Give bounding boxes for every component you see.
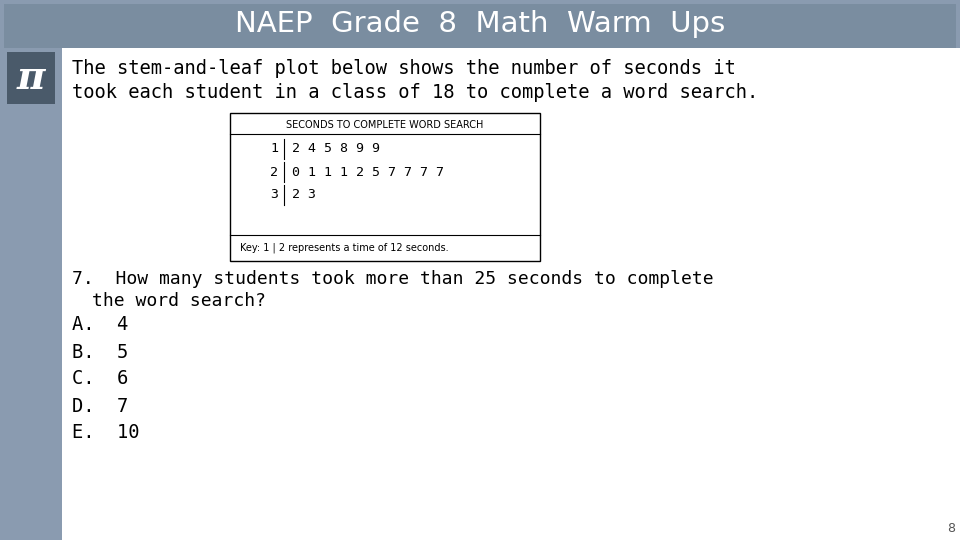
- Bar: [230, 113, 540, 261]
- Text: 2 4 5 8 9 9: 2 4 5 8 9 9: [292, 143, 380, 156]
- Text: 3: 3: [270, 188, 278, 201]
- Text: the word search?: the word search?: [92, 292, 266, 310]
- Text: 2 3: 2 3: [292, 188, 316, 201]
- Text: NAEP  Grade  8  Math  Warm  Ups: NAEP Grade 8 Math Warm Ups: [235, 10, 725, 38]
- Text: π: π: [16, 59, 45, 97]
- Text: 0 1 1 1 2 5 7 7 7 7: 0 1 1 1 2 5 7 7 7 7: [292, 165, 444, 179]
- Text: B.  5: B. 5: [72, 342, 129, 361]
- Text: 8: 8: [947, 522, 955, 535]
- Text: Key: 1 | 2 represents a time of 12 seconds.: Key: 1 | 2 represents a time of 12 secon…: [240, 243, 448, 253]
- Text: E.  10: E. 10: [72, 423, 139, 442]
- Text: A.  4: A. 4: [72, 315, 129, 334]
- Text: 7.  How many students took more than 25 seconds to complete: 7. How many students took more than 25 s…: [72, 270, 713, 288]
- Bar: [7, 52, 55, 104]
- Text: 2: 2: [270, 165, 278, 179]
- Text: 1: 1: [270, 143, 278, 156]
- Text: The stem-and-leaf plot below shows the number of seconds it: The stem-and-leaf plot below shows the n…: [72, 58, 735, 78]
- Text: took each student in a class of 18 to complete a word search.: took each student in a class of 18 to co…: [72, 84, 758, 103]
- Bar: [4, 4, 956, 48]
- Text: C.  6: C. 6: [72, 369, 129, 388]
- Text: D.  7: D. 7: [72, 396, 129, 415]
- Text: SECONDS TO COMPLETE WORD SEARCH: SECONDS TO COMPLETE WORD SEARCH: [286, 120, 484, 130]
